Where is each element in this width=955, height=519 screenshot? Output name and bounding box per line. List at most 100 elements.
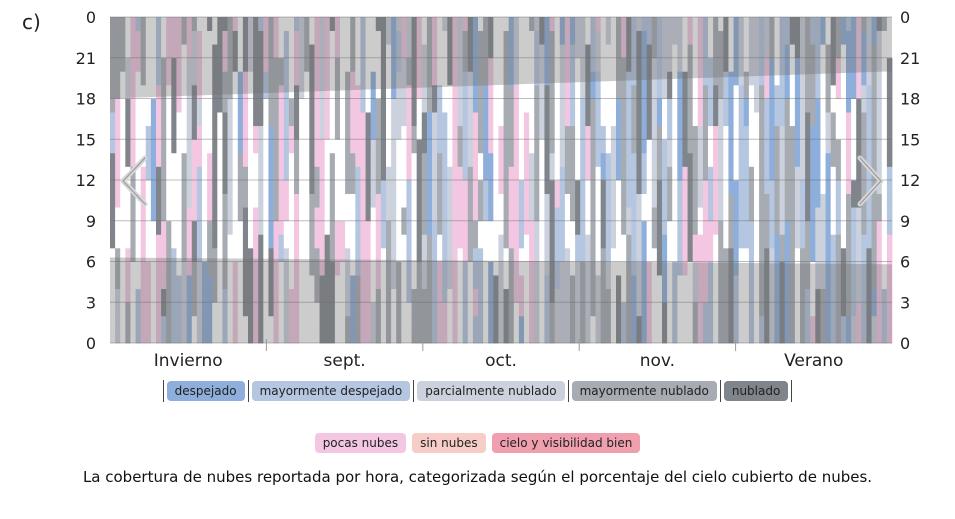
heatmap-cell (866, 98, 872, 113)
heatmap-cell (110, 152, 116, 167)
heatmap-cell (207, 275, 213, 290)
heatmap-cell (672, 30, 678, 45)
heatmap-cell (529, 57, 535, 72)
heatmap-cell (789, 71, 796, 86)
heatmap-cell (135, 71, 142, 86)
heatmap-cell (697, 261, 704, 276)
heatmap-cell (708, 288, 714, 303)
heatmap-cell (595, 139, 602, 154)
heatmap-cell (166, 288, 172, 303)
heatmap-cell (258, 315, 264, 330)
heatmap-cell (334, 57, 341, 72)
heatmap-cell (299, 139, 305, 154)
heatmap-cell (835, 17, 842, 31)
heatmap-cell (130, 247, 136, 262)
heatmap-cell (662, 329, 668, 344)
heatmap-cell (314, 329, 320, 344)
heatmap-cell (835, 57, 842, 72)
heatmap-cell (600, 57, 607, 72)
heatmap-cell (467, 30, 474, 45)
heatmap-cell (820, 180, 826, 194)
heatmap-cell (743, 247, 750, 262)
heatmap-cell (748, 30, 755, 45)
heatmap-cell (876, 125, 883, 140)
heatmap-cell (590, 71, 596, 86)
heatmap-cell (575, 193, 581, 208)
heatmap-cell (340, 234, 346, 249)
heatmap-cell (764, 234, 770, 249)
heatmap-cell (723, 139, 729, 154)
heatmap-cell (549, 17, 556, 31)
heatmap-cell (866, 166, 872, 181)
heatmap-cell (110, 247, 116, 262)
heatmap-cell (754, 44, 760, 59)
heatmap-cell (437, 44, 443, 59)
heatmap-cell (503, 57, 510, 72)
heatmap-cell (702, 247, 709, 262)
heatmap-cell (605, 302, 612, 317)
heatmap-cell (406, 261, 412, 276)
heatmap-cell (697, 234, 704, 249)
heatmap-cell (794, 261, 801, 276)
heatmap-cell (288, 180, 295, 194)
heatmap-cell (866, 193, 872, 208)
heatmap-cell (334, 247, 341, 262)
heatmap-cell (861, 234, 867, 249)
heatmap-cell (467, 98, 474, 113)
heatmap-cell (140, 275, 147, 290)
heatmap-cell (283, 180, 290, 194)
heatmap-cell (748, 315, 755, 330)
heatmap-cell (401, 220, 407, 235)
heatmap-cell (406, 84, 412, 99)
heatmap-cell (329, 152, 336, 167)
heatmap-cell (861, 57, 867, 72)
heatmap-cell (462, 193, 469, 208)
heatmap-cell (125, 234, 131, 249)
heatmap-cell (656, 275, 663, 290)
heatmap-cell (115, 207, 121, 222)
heatmap-cell (156, 166, 162, 181)
heatmap-cell (329, 98, 336, 113)
heatmap-cell (437, 98, 443, 113)
heatmap-cell (810, 193, 816, 208)
heatmap-cell (794, 152, 801, 167)
heatmap-cell (493, 329, 499, 344)
heatmap-cell (503, 220, 510, 235)
heatmap-cell (840, 98, 847, 113)
heatmap-cell (483, 220, 489, 235)
heatmap-cell (662, 288, 668, 303)
legend-separator (413, 380, 415, 402)
heatmap-cell (401, 207, 407, 222)
heatmap-cell (145, 84, 152, 99)
heatmap-cell (304, 207, 310, 222)
heatmap-cell (294, 207, 300, 222)
heatmap-cell (156, 71, 162, 86)
heatmap-cell (876, 288, 883, 303)
heatmap-cell (416, 180, 423, 194)
heatmap-cell (656, 17, 663, 31)
heatmap-cell (723, 315, 729, 330)
heatmap-cell (360, 261, 366, 276)
heatmap-cell (748, 84, 755, 99)
heatmap-cell (115, 180, 121, 194)
next-button[interactable] (857, 155, 884, 207)
heatmap-cell (380, 180, 387, 194)
heatmap-cell (743, 139, 750, 154)
heatmap-cell (503, 166, 510, 181)
heatmap-cell (278, 152, 285, 167)
heatmap-cell (754, 234, 760, 249)
heatmap-cell (631, 315, 637, 330)
heatmap-cell (156, 180, 162, 194)
prev-button[interactable] (120, 155, 148, 207)
heatmap-cell (518, 193, 525, 208)
heatmap-cell (437, 261, 443, 276)
heatmap-cell (794, 84, 801, 99)
heatmap-cell (728, 44, 734, 59)
heatmap-cell (805, 112, 811, 127)
heatmap-cell (391, 166, 397, 181)
heatmap-cell (488, 84, 494, 99)
heatmap-cell (815, 193, 821, 208)
heatmap-cell (508, 57, 515, 72)
heatmap-cell (718, 44, 724, 59)
heatmap-cell (595, 44, 602, 59)
